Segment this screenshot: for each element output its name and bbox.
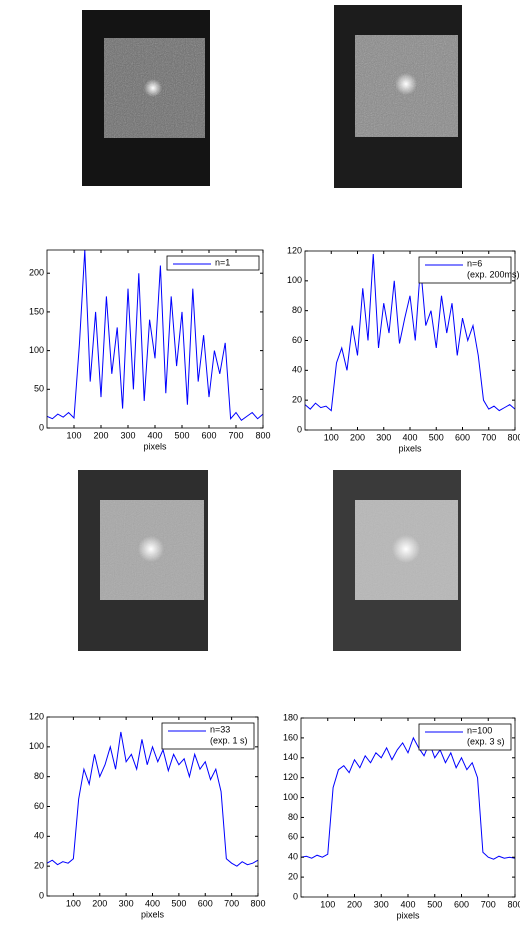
- x-tick-label: 100: [320, 899, 335, 909]
- x-tick-label: 300: [120, 430, 135, 440]
- line-chart: n=33(exp. 1 s) 0 20 40 60 80 100 120 100 200 300 40…: [29, 711, 266, 919]
- y-tick-label: 140: [283, 752, 298, 762]
- y-tick-label: 0: [39, 890, 44, 900]
- y-tick-label: 0: [297, 424, 302, 434]
- y-tick-label: 40: [34, 831, 44, 841]
- x-tick-label: 700: [481, 432, 496, 442]
- x-tick-label: 200: [350, 432, 365, 442]
- y-tick-label: 100: [283, 792, 298, 802]
- x-tick-label: 700: [481, 899, 496, 909]
- x-axis-label: pixels: [141, 909, 165, 919]
- legend-note: (exp. 3 s): [467, 736, 505, 746]
- x-tick-label: 300: [376, 432, 391, 442]
- camera-image: [334, 5, 462, 188]
- x-axis-label: pixels: [398, 443, 422, 453]
- data-line: [47, 731, 258, 867]
- legend-box: [166, 255, 260, 271]
- legend-box: [161, 722, 255, 750]
- x-tick-label: 500: [427, 899, 442, 909]
- x-tick-label: 500: [171, 898, 186, 908]
- x-tick-label: 400: [147, 430, 162, 440]
- x-tick-label: 100: [324, 432, 339, 442]
- x-tick-label: 800: [250, 898, 265, 908]
- y-tick-label: 120: [29, 711, 44, 721]
- x-tick-label: 200: [347, 899, 362, 909]
- y-tick-label: 80: [34, 771, 44, 781]
- x-tick-label: 300: [119, 898, 134, 908]
- y-tick-label: 160: [283, 732, 298, 742]
- y-tick-label: 20: [34, 861, 44, 871]
- legend-note: (exp. 200ms): [467, 269, 520, 279]
- x-tick-label: 100: [66, 898, 81, 908]
- y-tick-label: 40: [292, 365, 302, 375]
- y-tick-label: 0: [293, 891, 298, 901]
- x-tick-label: 600: [198, 898, 213, 908]
- y-tick-label: 120: [287, 245, 302, 255]
- x-tick-label: 600: [454, 899, 469, 909]
- x-axis-label: pixels: [143, 441, 167, 451]
- x-tick-label: 500: [174, 430, 189, 440]
- x-tick-label: 500: [429, 432, 444, 442]
- y-tick-label: 20: [288, 871, 298, 881]
- y-tick-label: 80: [288, 812, 298, 822]
- legend-label: n=1: [215, 257, 230, 267]
- y-tick-label: 40: [288, 852, 298, 862]
- data-line: [301, 736, 515, 860]
- x-axis-label: pixels: [396, 910, 420, 920]
- y-tick-label: 80: [292, 305, 302, 315]
- x-tick-label: 400: [400, 899, 415, 909]
- x-tick-label: 800: [255, 430, 270, 440]
- line-chart: n=6(exp. 200ms) 0 20 40 60 80 100 120 100 200 300 4…: [287, 245, 520, 453]
- x-tick-label: 400: [145, 898, 160, 908]
- y-tick-label: 100: [29, 345, 44, 355]
- y-tick-label: 100: [287, 275, 302, 285]
- line-chart: n=1 0 50 100 150 200 100 200 300 400 500 600 700 800 p…: [29, 249, 271, 451]
- y-tick-label: 200: [29, 268, 44, 278]
- y-tick-label: 60: [292, 335, 302, 345]
- x-tick-label: 800: [507, 432, 520, 442]
- y-tick-label: 60: [34, 801, 44, 811]
- y-tick-label: 120: [283, 772, 298, 782]
- x-tick-label: 200: [92, 898, 107, 908]
- legend-note: (exp. 1 s): [210, 735, 248, 745]
- y-tick-label: 0: [39, 422, 44, 432]
- x-tick-label: 300: [374, 899, 389, 909]
- x-tick-label: 600: [201, 430, 216, 440]
- camera-image: [333, 470, 461, 651]
- x-tick-label: 700: [228, 430, 243, 440]
- data-line: [305, 253, 515, 412]
- legend-box: [418, 723, 512, 751]
- y-tick-label: 180: [283, 712, 298, 722]
- data-line: [47, 250, 263, 421]
- legend-label: n=33: [210, 724, 230, 734]
- y-tick-label: 50: [34, 384, 44, 394]
- x-tick-label: 700: [224, 898, 239, 908]
- x-tick-label: 200: [93, 430, 108, 440]
- y-tick-label: 150: [29, 306, 44, 316]
- y-tick-label: 60: [288, 832, 298, 842]
- y-tick-label: 100: [29, 741, 44, 751]
- x-tick-label: 100: [66, 430, 81, 440]
- camera-image: [78, 470, 208, 651]
- x-tick-label: 800: [507, 899, 520, 909]
- camera-image: [82, 10, 210, 186]
- y-tick-label: 20: [292, 395, 302, 405]
- x-tick-label: 400: [402, 432, 417, 442]
- legend-label: n=6: [467, 258, 482, 268]
- x-tick-label: 600: [455, 432, 470, 442]
- line-chart: n=100(exp. 3 s) 0 20 40 60 80 100 120 140 160 180 1…: [283, 712, 520, 920]
- legend-box: [418, 256, 512, 284]
- legend-label: n=100: [467, 725, 492, 735]
